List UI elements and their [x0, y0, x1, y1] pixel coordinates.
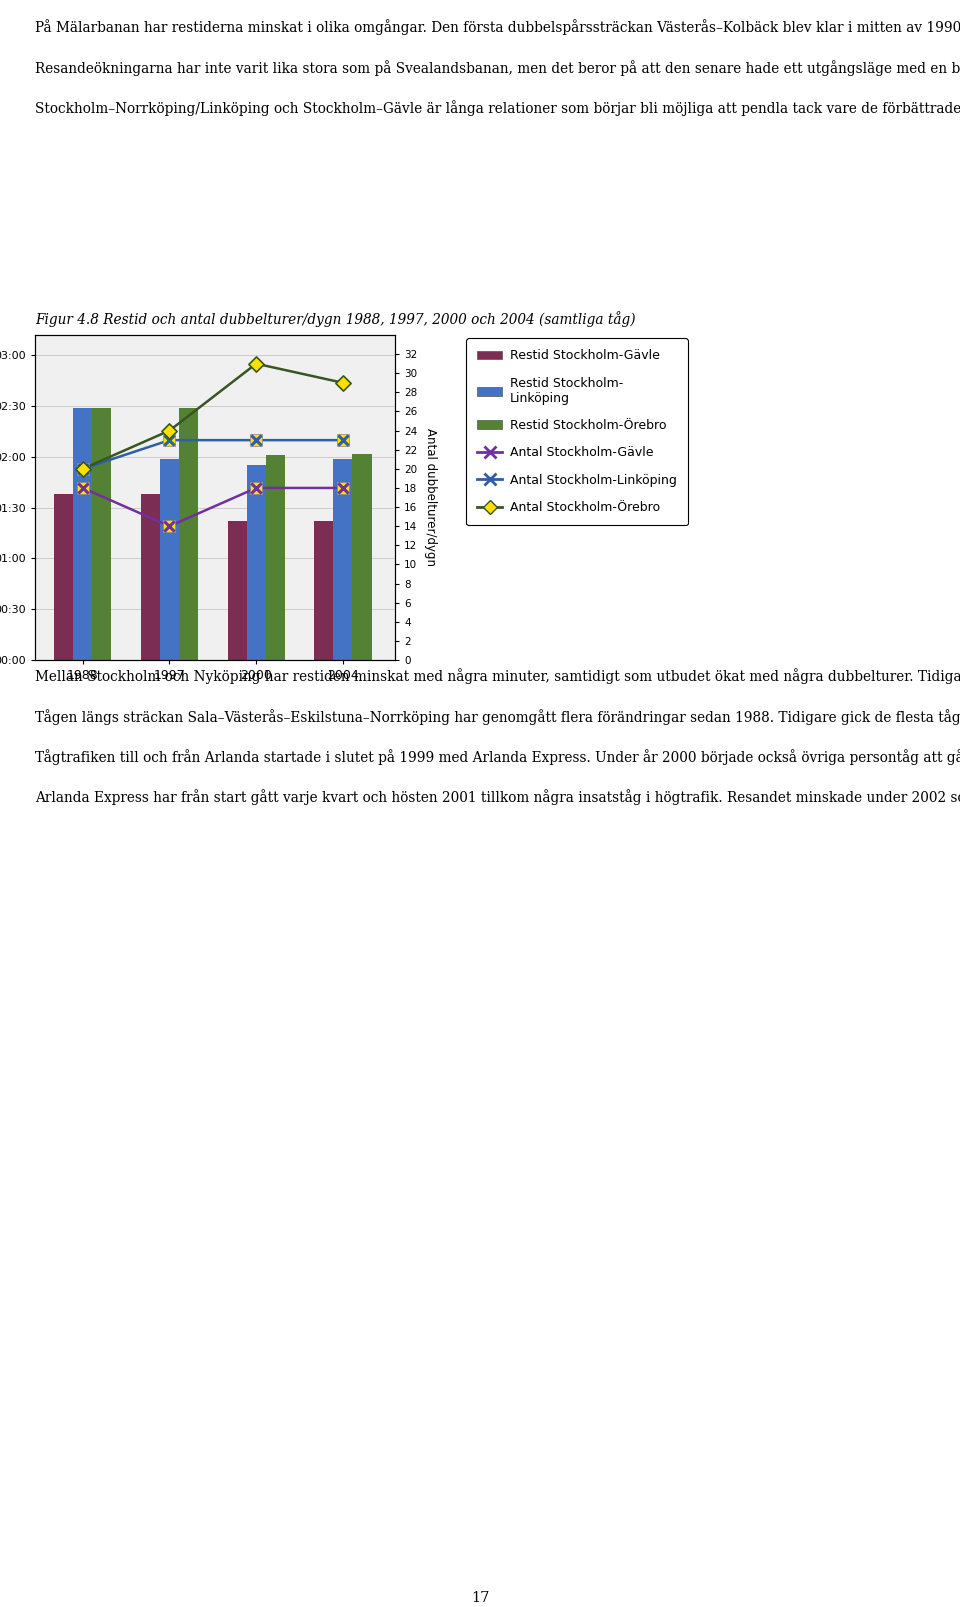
Point [162, 427, 178, 453]
Point [249, 427, 264, 453]
Bar [352, 453, 372, 660]
Point [249, 476, 264, 501]
Bar [247, 466, 266, 660]
Point [162, 513, 178, 538]
Point [335, 427, 350, 453]
Bar [228, 521, 247, 660]
Y-axis label: Antal dubbelturer/dygn: Antal dubbelturer/dygn [423, 429, 437, 567]
Bar [333, 458, 352, 660]
Text: På Mälarbanan har restiderna minskat i olika omgångar. Den första dubbelspårsstr: På Mälarbanan har restiderna minskat i o… [35, 18, 960, 116]
Point [335, 476, 350, 501]
Point [249, 427, 264, 453]
Bar [266, 455, 285, 660]
Text: Mellan Stockholm och Nyköping har restiden minskat med några minuter, samtidigt : Mellan Stockholm och Nyköping har restid… [35, 669, 960, 805]
Bar [54, 493, 73, 660]
Point [335, 370, 350, 395]
Bar [179, 408, 198, 660]
Bar [73, 408, 92, 660]
Legend: Restid Stockholm-Gävle, Restid Stockholm-
Linköping, Restid Stockholm-Örebro, An: Restid Stockholm-Gävle, Restid Stockholm… [466, 337, 688, 525]
Point [335, 476, 350, 501]
Point [75, 456, 90, 482]
Bar [314, 521, 333, 660]
Point [75, 476, 90, 501]
Text: Figur 4.8 Restid och antal dubbelturer/dygn 1988, 1997, 2000 och 2004 (samtliga : Figur 4.8 Restid och antal dubbelturer/d… [35, 312, 636, 326]
Point [162, 418, 178, 444]
Bar [92, 408, 111, 660]
Point [249, 350, 264, 376]
Point [75, 456, 90, 482]
Point [249, 476, 264, 501]
Point [335, 427, 350, 453]
Text: 17: 17 [470, 1591, 490, 1605]
Point [162, 427, 178, 453]
Point [75, 476, 90, 501]
Bar [141, 493, 160, 660]
Bar [160, 458, 179, 660]
Point [75, 456, 90, 482]
Point [162, 513, 178, 538]
